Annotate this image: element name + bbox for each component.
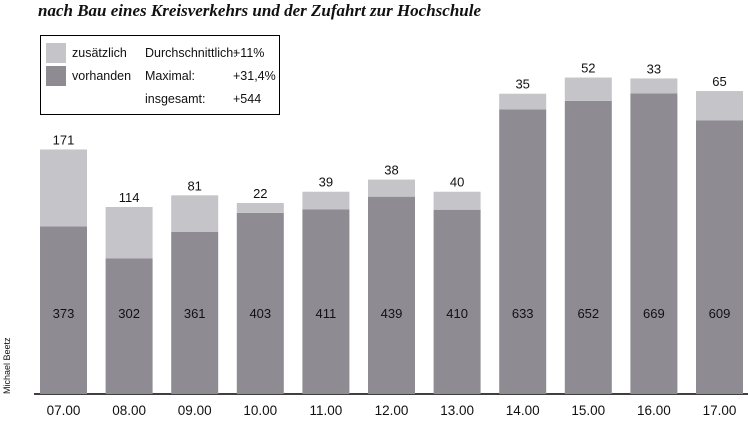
bar-vorhanden	[696, 120, 743, 394]
data-label-zusaetzlich: 52	[581, 61, 595, 76]
legend-swatch-vorhanden	[46, 66, 66, 86]
bar-vorhanden	[40, 226, 87, 394]
x-tick-label: 14.00	[506, 403, 540, 418]
x-tick-label: 17.00	[703, 403, 737, 418]
bar-zusaetzlich	[368, 179, 415, 197]
x-tick-label: 09.00	[178, 403, 212, 418]
bar-zusaetzlich	[171, 195, 219, 232]
data-label-vorhanden: 403	[249, 306, 271, 321]
data-label-vorhanden: 410	[446, 306, 468, 321]
stat-label-average: Durchschnittlich:	[145, 46, 237, 60]
bar-vorhanden	[433, 209, 481, 394]
bar-zusaetzlich	[302, 191, 350, 210]
bar-zusaetzlich	[433, 191, 481, 210]
data-label-zusaetzlich: 65	[712, 74, 726, 89]
data-label-zusaetzlich: 22	[253, 186, 267, 201]
photographer-credit: Michael Beetz	[2, 337, 12, 394]
bar-zusaetzlich	[696, 91, 743, 121]
bar-zusaetzlich	[236, 202, 284, 213]
x-tick-label: 07.00	[47, 403, 81, 418]
data-label-vorhanden: 439	[381, 306, 403, 321]
legend: zusätzlich vorhanden Durchschnittlich: +…	[40, 35, 280, 115]
stat-value-max: +31,4%	[233, 69, 276, 83]
data-label-zusaetzlich: 114	[119, 190, 140, 205]
stat-value-average: +11%	[233, 46, 265, 60]
data-label-zusaetzlich: 38	[384, 163, 398, 178]
x-tick-label: 10.00	[243, 403, 277, 418]
data-label-vorhanden: 302	[118, 306, 140, 321]
data-label-zusaetzlich: 171	[53, 132, 75, 147]
x-tick-label: 08.00	[112, 403, 146, 418]
bar-vorhanden	[236, 212, 284, 394]
x-tick-label: 11.00	[310, 403, 343, 418]
stat-value-total: +544	[233, 92, 262, 106]
data-label-vorhanden: 652	[577, 306, 599, 321]
x-tick-label: 12.00	[375, 403, 409, 418]
data-label-zusaetzlich: 35	[515, 77, 529, 92]
bar-zusaetzlich	[499, 93, 547, 110]
bar-vorhanden	[564, 100, 612, 395]
bar-vorhanden	[499, 109, 547, 395]
data-label-vorhanden: 373	[53, 306, 75, 321]
legend-label: zusätzlich	[72, 46, 127, 60]
data-label-vorhanden: 633	[512, 306, 534, 321]
data-label-zusaetzlich: 81	[187, 178, 201, 193]
data-label-vorhanden: 361	[184, 306, 206, 321]
legend-label: vorhanden	[72, 69, 132, 83]
x-tick-label: 16.00	[637, 403, 671, 418]
bar-zusaetzlich	[40, 149, 87, 227]
legend-item-vorhanden: vorhanden	[46, 66, 131, 86]
data-label-vorhanden: 411	[316, 306, 337, 321]
x-tick-label: 15.00	[571, 403, 605, 418]
bar-vorhanden	[368, 196, 415, 394]
data-label-zusaetzlich: 39	[319, 175, 333, 190]
bar-vorhanden	[105, 258, 153, 394]
data-label-vorhanden: 669	[643, 306, 665, 321]
stat-label-total: insgesamt:	[145, 92, 206, 106]
bar-vorhanden	[630, 93, 678, 395]
bar-vorhanden	[171, 231, 219, 394]
data-label-zusaetzlich: 33	[647, 61, 661, 76]
data-label-vorhanden: 609	[709, 306, 731, 321]
x-tick-label: 13.00	[440, 403, 474, 418]
bar-vorhanden	[302, 209, 350, 394]
legend-item-zusaetzlich: zusätzlich	[46, 43, 127, 63]
bar-zusaetzlich	[564, 77, 612, 101]
bar-zusaetzlich	[105, 207, 153, 259]
data-label-zusaetzlich: 40	[450, 175, 464, 190]
legend-swatch-zusaetzlich	[46, 43, 66, 63]
chart-title: nach Bau eines Kreisverkehrs und der Zuf…	[38, 1, 482, 20]
bar-zusaetzlich	[630, 78, 678, 94]
stat-label-max: Maximal:	[145, 69, 196, 83]
